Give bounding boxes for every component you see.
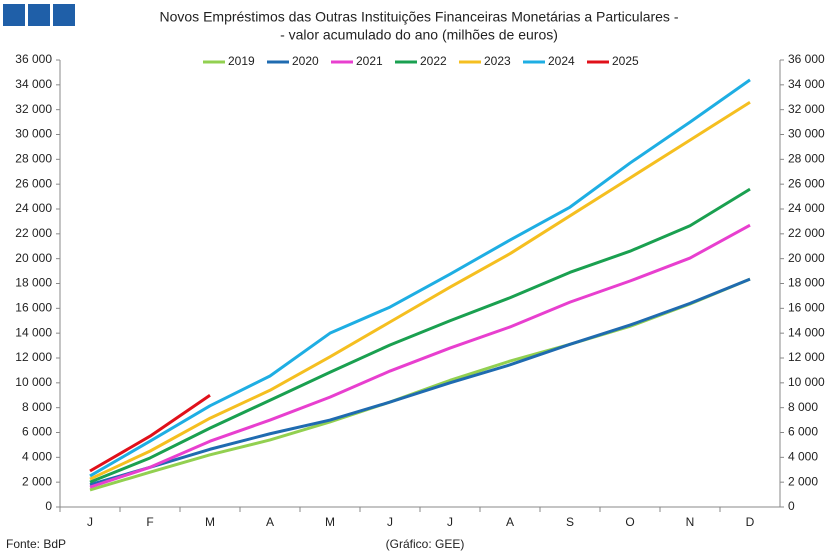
y-tick-label: 12 000 <box>15 350 52 364</box>
legend-label: 2024 <box>548 54 575 68</box>
y-tick-label: 32 000 <box>15 102 52 116</box>
source: Fonte: BdP <box>6 537 66 551</box>
x-tick-label: M <box>325 515 335 529</box>
chart-title: Novos Empréstimos das Outras Instituiçõe… <box>160 9 679 25</box>
series-line <box>89 277 751 487</box>
y-tick-label: 4 000 <box>788 450 818 464</box>
logo-square <box>53 4 75 26</box>
y-tick-label: 4 000 <box>22 450 52 464</box>
y-tick-label: 32 000 <box>788 102 825 116</box>
y-tick-label: 2 000 <box>788 474 818 488</box>
series-line <box>89 100 751 481</box>
y-tick-label: 24 000 <box>788 201 825 215</box>
credit: (Gráfico: GEE) <box>386 537 465 551</box>
y-tick-label: 10 000 <box>788 375 825 389</box>
legend-label: 2023 <box>484 54 511 68</box>
y-tick-label: 36 000 <box>15 52 52 66</box>
x-tick-label: S <box>566 515 574 529</box>
y-tick-label: 12 000 <box>788 350 825 364</box>
x-tick-label: N <box>686 515 695 529</box>
legend-label: 2019 <box>228 54 255 68</box>
y-tick-label: 28 000 <box>15 152 52 166</box>
x-tick-label: A <box>506 515 514 529</box>
y-tick-label: 30 000 <box>788 127 825 141</box>
x-tick-label: D <box>746 515 755 529</box>
legend-label: 2020 <box>292 54 319 68</box>
y-tick-label: 24 000 <box>15 201 52 215</box>
y-tick-label: 6 000 <box>788 425 818 439</box>
legend-label: 2025 <box>612 54 639 68</box>
y-tick-label: 8 000 <box>22 400 52 414</box>
x-tick-label: M <box>205 515 215 529</box>
y-tick-label: 34 000 <box>15 77 52 91</box>
legend-label: 2022 <box>420 54 447 68</box>
logo-square <box>28 4 50 26</box>
x-tick-label: A <box>266 515 274 529</box>
y-tick-label: 14 000 <box>15 325 52 339</box>
y-tick-label: 10 000 <box>15 375 52 389</box>
y-tick-label: 26 000 <box>788 176 825 190</box>
series-line <box>89 187 751 484</box>
y-tick-label: 8 000 <box>788 400 818 414</box>
x-tick-label: J <box>387 515 393 529</box>
y-tick-label: 28 000 <box>788 152 825 166</box>
x-tick-label: O <box>625 515 634 529</box>
y-tick-label: 14 000 <box>788 325 825 339</box>
y-tick-label: 2 000 <box>22 474 52 488</box>
y-tick-label: 36 000 <box>788 52 825 66</box>
y-tick-label: 18 000 <box>15 276 52 290</box>
y-tick-label: 30 000 <box>15 127 52 141</box>
y-tick-label: 0 <box>45 499 52 513</box>
series-line <box>89 78 751 478</box>
y-tick-label: 22 000 <box>788 226 825 240</box>
y-tick-label: 6 000 <box>22 425 52 439</box>
y-tick-label: 16 000 <box>788 301 825 315</box>
series-line <box>89 223 751 489</box>
y-tick-label: 18 000 <box>788 276 825 290</box>
y-tick-label: 20 000 <box>788 251 825 265</box>
y-tick-label: 0 <box>788 499 795 513</box>
chart-title: - valor acumulado do ano (milhões de eur… <box>280 27 558 43</box>
legend-label: 2021 <box>356 54 383 68</box>
y-tick-label: 22 000 <box>15 226 52 240</box>
x-tick-label: J <box>447 515 453 529</box>
series-line <box>89 277 751 492</box>
x-tick-label: J <box>87 515 93 529</box>
y-tick-label: 26 000 <box>15 176 52 190</box>
x-tick-label: F <box>146 515 153 529</box>
logo-square <box>3 4 25 26</box>
series-line <box>89 394 211 473</box>
y-tick-label: 20 000 <box>15 251 52 265</box>
y-tick-label: 16 000 <box>15 301 52 315</box>
y-tick-label: 34 000 <box>788 77 825 91</box>
